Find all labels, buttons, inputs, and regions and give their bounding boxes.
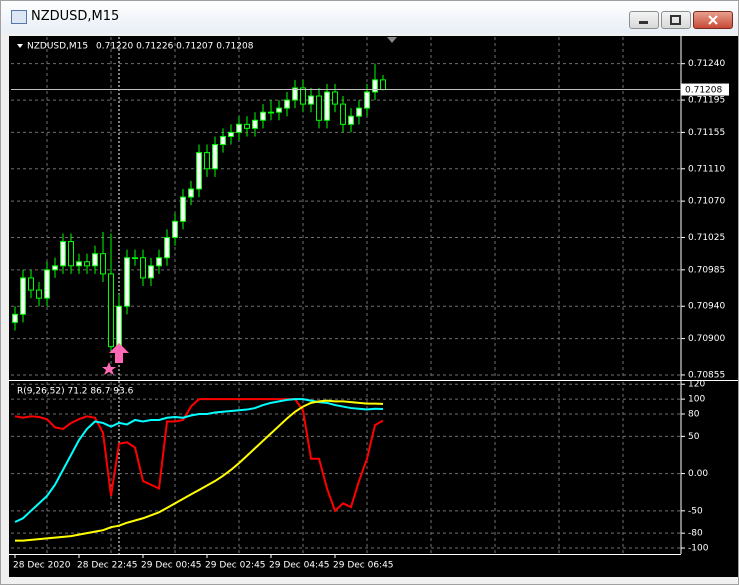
candle-body — [252, 119, 258, 129]
candle-body — [244, 123, 250, 129]
candle-body — [92, 253, 98, 267]
y-tick-label: -50 — [688, 506, 703, 516]
title-bar: NZDUSD,M15 — [1, 1, 738, 33]
buy-arrow — [109, 343, 129, 363]
candle-body — [268, 111, 274, 114]
candle-body — [348, 115, 354, 125]
indicator-line — [14, 398, 384, 523]
x-tick-label: 29 Dec 00:45 — [141, 561, 202, 571]
y-tick-label: 0.71070 — [688, 197, 725, 207]
chart-shift-marker — [387, 37, 397, 43]
last-price-box — [681, 83, 729, 96]
candle-body — [116, 305, 122, 348]
candle-body — [324, 91, 330, 121]
candle-body — [380, 79, 386, 91]
y-tick-label: 0.71025 — [688, 233, 725, 243]
candle-body — [316, 95, 322, 121]
y-tick-label: 0.71240 — [688, 59, 725, 69]
candle-body — [196, 152, 202, 190]
close-button[interactable] — [693, 11, 733, 29]
candle-body — [108, 273, 114, 348]
candle-body — [308, 95, 314, 105]
last-price-label: 0.71208 — [685, 86, 722, 96]
candle-body — [220, 135, 226, 146]
candle-body — [132, 257, 138, 260]
chart: 0.71240 0.71195 0.71155 0.71110 0.71070 0.710… — [9, 36, 738, 577]
indicator-title: R(9,26,52) 71.2 86.7 93.6 — [17, 387, 134, 397]
indicator-line — [15, 399, 384, 542]
candle-body — [28, 277, 34, 291]
candle-body — [332, 91, 338, 105]
header-marker — [17, 44, 23, 48]
x-tick-label: 29 Dec 04:45 — [269, 561, 330, 571]
candle-body — [188, 188, 194, 198]
indicator-line — [14, 398, 384, 513]
candle-body — [276, 107, 282, 113]
candle-body — [292, 87, 298, 101]
y-tick-label: 0.70985 — [688, 265, 725, 275]
candle-body — [212, 144, 218, 170]
candle-body — [356, 107, 362, 117]
chart-title: NZDUSD,M15 — [27, 42, 88, 52]
y-tick-label: 0.70940 — [688, 302, 725, 312]
candle-body — [164, 237, 170, 259]
y-tick-label: 120 — [688, 380, 705, 390]
y-tick-label: 100 — [688, 395, 705, 405]
candle-body — [372, 79, 378, 93]
minimize-button[interactable] — [629, 11, 659, 29]
candle-body — [180, 196, 186, 222]
x-tick-label: 28 Dec 22:45 — [77, 561, 138, 571]
y-tick-label: 0.00 — [688, 469, 708, 479]
candle-body — [84, 261, 90, 267]
candle-body — [364, 91, 370, 109]
y-tick-label: 0.71195 — [688, 96, 725, 106]
candle-body — [140, 257, 146, 279]
candle-body — [52, 265, 58, 271]
candle-body — [156, 257, 162, 267]
window-icon — [11, 10, 27, 24]
x-tick-label: 28 Dec 2020 — [13, 561, 71, 571]
chart-subtitle: 0.71220 0.71226 0.71207 0.71208 — [96, 42, 254, 52]
x-tick-label: 29 Dec 06:45 — [333, 561, 394, 571]
candle-body — [60, 241, 66, 267]
y-tick-label: 0.70855 — [688, 370, 725, 380]
candle-body — [236, 123, 242, 133]
candle-body — [12, 313, 18, 323]
candle-body — [124, 257, 130, 307]
candle-body — [100, 253, 106, 275]
candle-body — [44, 269, 50, 299]
y-tick-label: 50 — [688, 432, 700, 442]
candle-body — [284, 99, 290, 109]
candle-body — [260, 111, 266, 121]
maximize-button[interactable] — [661, 11, 691, 29]
candle-body — [228, 131, 234, 137]
candle-body — [148, 265, 154, 279]
candle-body — [172, 220, 178, 239]
window-title: NZDUSD,M15 — [31, 9, 120, 24]
candle-body — [340, 103, 346, 125]
candle-body — [20, 277, 26, 315]
candle-body — [36, 289, 42, 299]
y-tick-label: 0.70900 — [688, 334, 725, 344]
y-tick-label: 80 — [688, 410, 700, 420]
x-tick-label: 29 Dec 02:45 — [205, 561, 266, 571]
candle-body — [76, 261, 82, 267]
y-tick-label: -100 — [688, 544, 709, 554]
y-tick-label: -80 — [688, 529, 703, 539]
candle-body — [68, 241, 74, 267]
candle-body — [300, 87, 306, 105]
y-tick-label: 0.71155 — [688, 128, 725, 138]
y-tick-label: 0.71110 — [688, 164, 725, 174]
candle-body — [204, 152, 210, 170]
signal-star — [102, 362, 116, 375]
